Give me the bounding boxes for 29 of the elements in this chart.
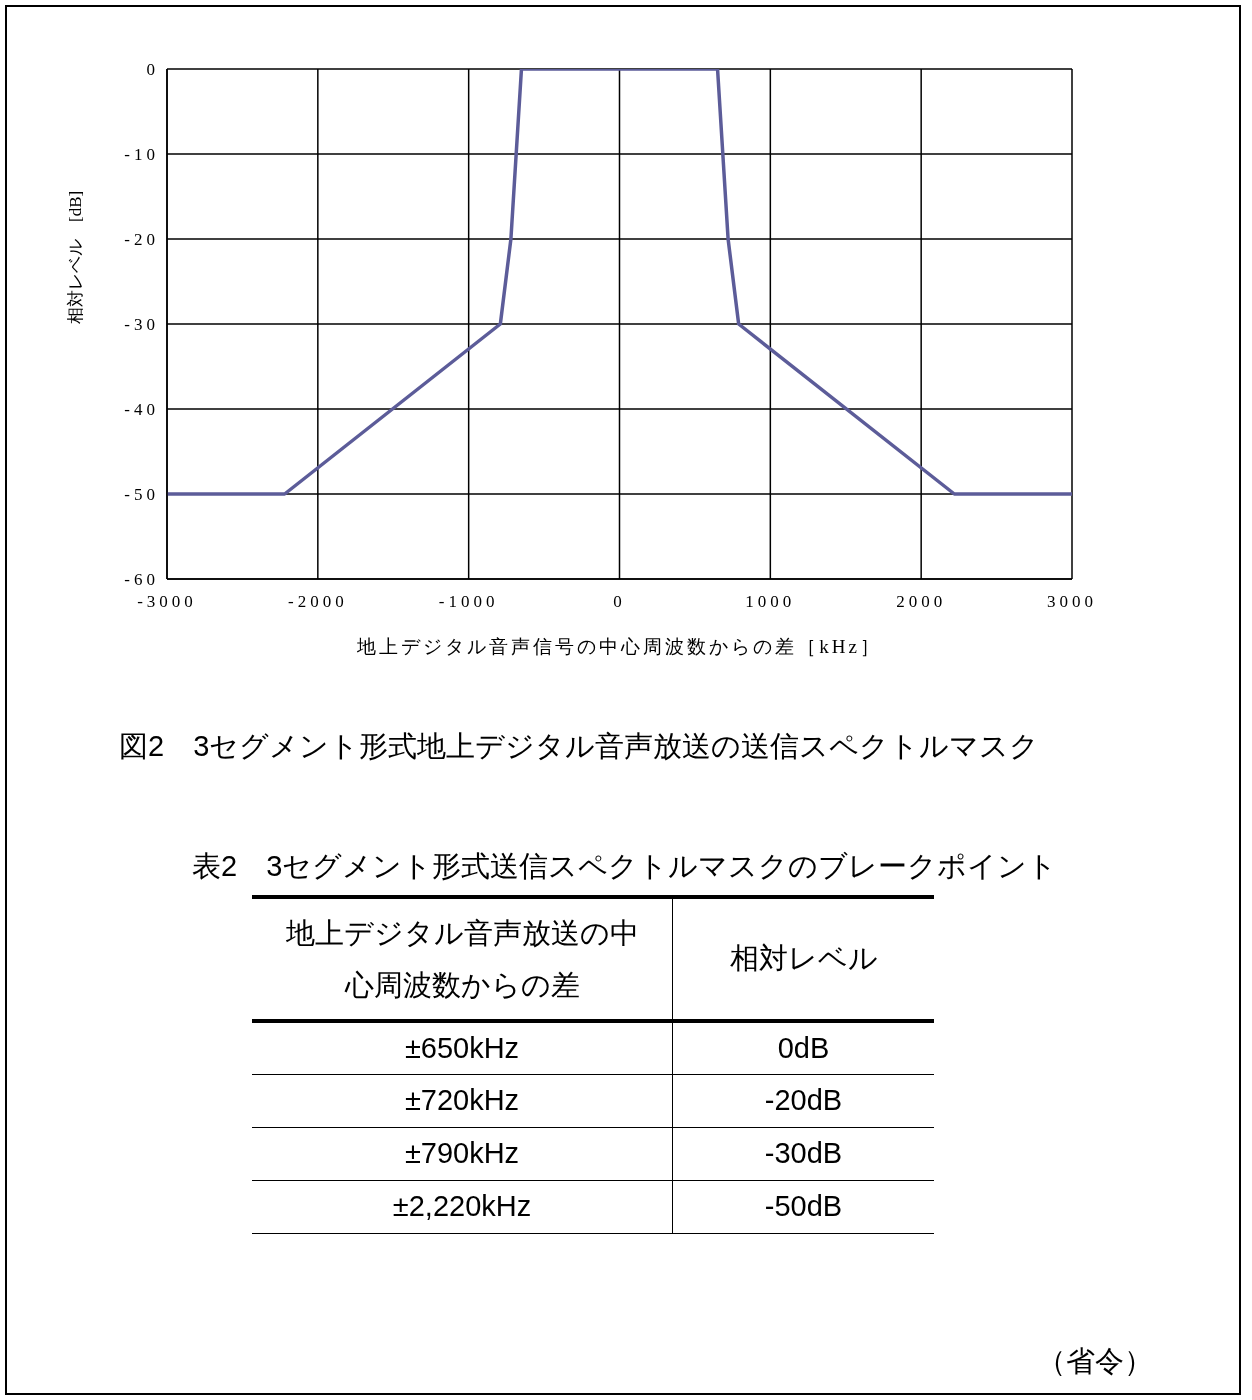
y-tick-label: -30 [124,315,159,335]
x-tick-label: 0 [613,592,626,612]
x-tick-label: -1000 [438,592,499,612]
text: 表2 3セグメント形式送信スペクトルマスクのブレークポイント [192,849,1058,884]
x-tick-label: -3000 [137,592,197,612]
text: 相対レベル [728,941,879,976]
text: -30dB [763,1136,844,1171]
x-tick-label: 3000 [1047,592,1097,612]
y-axis-title: 相対レベル [dB] [66,190,86,324]
y-tick-label: -10 [124,145,159,165]
text: ±720kHz [252,1074,673,1127]
y-tick-label: -50 [124,485,159,505]
x-tick-label: 1000 [745,592,796,612]
text: 地上デジタル音声放送の中心周波数からの差 [252,897,673,1021]
text: （省令） [1037,1344,1153,1379]
y-tick-label: 0 [146,60,159,80]
x-axis-title: 地上デジタル音声信号の中心周波数からの差［kHz］ [356,636,882,657]
text: ±2,220kHz [252,1180,673,1233]
text: ±790kHz [252,1127,673,1180]
caption: 図2 3セグメント形式地上デジタル音声放送の送信スペクトルマスク [119,729,1040,764]
x-tick-label: 2000 [896,592,947,612]
y-tick-label: -20 [124,230,159,250]
text: 0dB [776,1030,831,1066]
text: ±650kHz [252,1021,673,1074]
y-tick-label: -60 [124,570,159,590]
text: -20dB [763,1083,844,1118]
y-tick-label: -40 [124,400,159,420]
x-tick-label: -2000 [288,592,348,612]
text: -50dB [763,1189,844,1224]
